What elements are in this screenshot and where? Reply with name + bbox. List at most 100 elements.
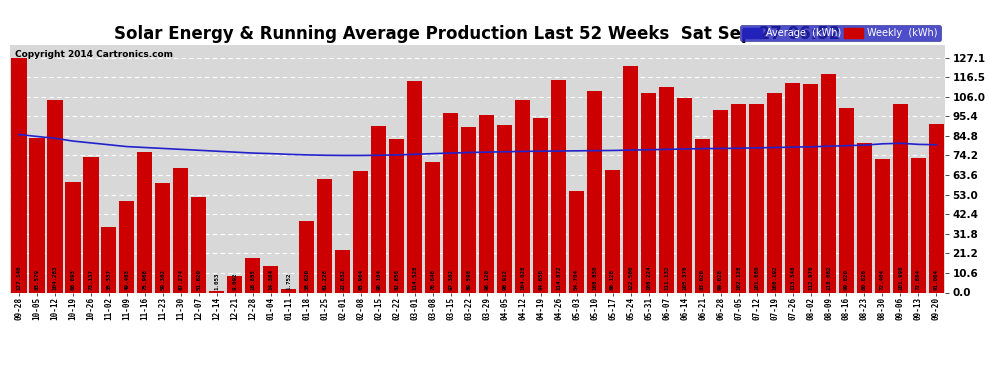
Bar [407, 81, 423, 292]
Bar [731, 104, 746, 292]
Text: 1.752: 1.752 [286, 272, 291, 290]
Text: 114.872: 114.872 [556, 265, 561, 290]
Bar [839, 108, 854, 292]
Bar [281, 289, 296, 292]
Bar [425, 162, 441, 292]
Text: 66.128: 66.128 [610, 269, 615, 290]
Text: 1.053: 1.053 [214, 272, 220, 290]
Bar [875, 159, 890, 292]
Text: 83.020: 83.020 [700, 269, 705, 290]
Bar [48, 100, 62, 292]
Text: 35.337: 35.337 [106, 269, 111, 290]
Bar [641, 93, 656, 292]
Bar [551, 80, 566, 292]
Text: 67.274: 67.274 [178, 269, 183, 290]
Text: 112.970: 112.970 [808, 265, 813, 290]
Text: 104.283: 104.283 [52, 265, 57, 290]
Bar [335, 251, 350, 292]
Bar [353, 171, 368, 292]
Bar [138, 152, 152, 292]
Bar [209, 291, 225, 292]
Text: 70.840: 70.840 [431, 269, 436, 290]
Text: 91.064: 91.064 [934, 269, 939, 290]
Text: 38.620: 38.620 [304, 269, 309, 290]
Text: 60.093: 60.093 [70, 269, 75, 290]
Text: 104.028: 104.028 [520, 265, 525, 290]
Bar [479, 115, 494, 292]
Text: 18.885: 18.885 [250, 269, 255, 290]
Text: 94.650: 94.650 [539, 269, 544, 290]
Bar [911, 158, 926, 292]
Bar [856, 143, 872, 292]
Bar [317, 179, 333, 292]
Text: 122.500: 122.500 [628, 265, 633, 290]
Text: 59.302: 59.302 [160, 269, 165, 290]
Text: 118.062: 118.062 [826, 265, 831, 290]
Text: 108.830: 108.830 [592, 265, 597, 290]
Bar [569, 192, 584, 292]
Text: 97.302: 97.302 [448, 269, 453, 290]
Text: 108.224: 108.224 [646, 265, 651, 290]
Bar [605, 170, 621, 292]
Text: 75.968: 75.968 [143, 269, 148, 290]
Text: 83.579: 83.579 [35, 269, 40, 290]
Bar [444, 113, 458, 292]
Bar [677, 98, 692, 292]
Text: 73.137: 73.137 [88, 269, 93, 290]
Bar [83, 158, 99, 292]
Bar [371, 126, 386, 292]
Text: 105.376: 105.376 [682, 265, 687, 290]
Text: 51.820: 51.820 [196, 269, 201, 290]
Text: 9.092: 9.092 [233, 272, 238, 290]
Bar [497, 124, 512, 292]
Bar [461, 127, 476, 292]
Bar [803, 84, 818, 292]
Bar [929, 124, 944, 292]
Text: 22.832: 22.832 [341, 269, 346, 290]
Text: 90.912: 90.912 [502, 269, 507, 290]
Text: 82.856: 82.856 [394, 269, 399, 290]
Text: 114.528: 114.528 [412, 265, 417, 290]
Bar [767, 93, 782, 292]
Text: 89.596: 89.596 [466, 269, 471, 290]
Bar [65, 182, 80, 292]
Text: 101.998: 101.998 [898, 265, 903, 290]
Text: 65.964: 65.964 [358, 269, 363, 290]
Bar [587, 92, 602, 292]
Text: 99.028: 99.028 [718, 269, 723, 290]
Bar [623, 66, 639, 292]
Text: 101.880: 101.880 [754, 265, 759, 290]
Title: Solar Energy & Running Average Production Last 52 Weeks  Sat Sep 27 06:52: Solar Energy & Running Average Productio… [115, 26, 841, 44]
Bar [695, 139, 710, 292]
Bar [101, 227, 117, 292]
Text: 80.826: 80.826 [862, 269, 867, 290]
Text: 72.884: 72.884 [916, 269, 921, 290]
Bar [30, 138, 45, 292]
Bar [263, 266, 278, 292]
Bar [785, 83, 800, 292]
Text: 108.192: 108.192 [772, 265, 777, 290]
Text: 127.140: 127.140 [17, 265, 22, 290]
Bar [227, 276, 243, 292]
Text: 113.348: 113.348 [790, 265, 795, 290]
Text: 72.404: 72.404 [880, 269, 885, 290]
Bar [515, 100, 531, 292]
Text: 102.128: 102.128 [736, 265, 742, 290]
Bar [246, 258, 260, 292]
Bar [893, 104, 908, 292]
Bar [659, 87, 674, 292]
Text: 14.364: 14.364 [268, 269, 273, 290]
Bar [713, 110, 729, 292]
Text: 99.820: 99.820 [844, 269, 849, 290]
Bar [748, 104, 764, 292]
Bar [155, 183, 170, 292]
Bar [11, 58, 27, 292]
Text: Copyright 2014 Cartronics.com: Copyright 2014 Cartronics.com [15, 50, 172, 59]
Text: 49.463: 49.463 [125, 269, 130, 290]
Text: 111.132: 111.132 [664, 265, 669, 290]
Bar [119, 201, 135, 292]
Text: 96.120: 96.120 [484, 269, 489, 290]
Bar [533, 118, 548, 292]
Text: 54.704: 54.704 [574, 269, 579, 290]
Bar [389, 140, 404, 292]
